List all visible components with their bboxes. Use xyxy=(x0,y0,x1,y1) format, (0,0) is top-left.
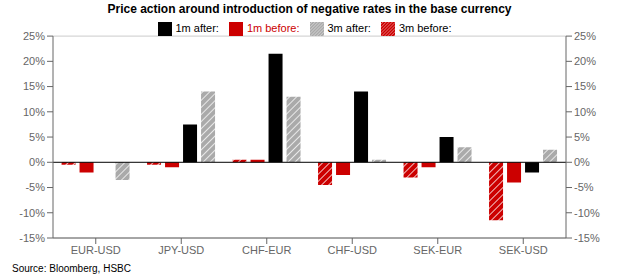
svg-text:15%: 15% xyxy=(574,80,596,92)
html-text:1m after:: 1m after: xyxy=(175,22,219,34)
svg-text:SEK-EUR: SEK-EUR xyxy=(413,244,462,256)
html-text:Price action around introducti: Price action around introduction of nega… xyxy=(107,2,512,16)
svg-text:5%: 5% xyxy=(574,131,590,143)
html-text:Source: Bloomberg, HSBC: Source: Bloomberg, HSBC xyxy=(12,263,131,274)
svg-text:10%: 10% xyxy=(574,106,596,118)
svg-text:-5%: -5% xyxy=(574,181,594,193)
svg-text:5%: 5% xyxy=(29,131,45,143)
svg-text:SEK-USD: SEK-USD xyxy=(499,244,548,256)
html-text:1m before:: 1m before: xyxy=(246,22,300,34)
svg-text:CHF-USD: CHF-USD xyxy=(328,244,378,256)
svg-text:15%: 15% xyxy=(23,80,45,92)
svg-text:-15%: -15% xyxy=(574,232,600,244)
svg-text:25%: 25% xyxy=(574,30,596,42)
svg-text:10%: 10% xyxy=(23,106,45,118)
svg-text:-10%: -10% xyxy=(574,207,600,219)
svg-text:CHF-EUR: CHF-EUR xyxy=(242,244,292,256)
html-text:3m after:: 3m after: xyxy=(327,22,371,34)
svg-text:20%: 20% xyxy=(574,55,596,67)
svg-text:EUR-USD: EUR-USD xyxy=(71,244,121,256)
svg-text:25%: 25% xyxy=(23,30,45,42)
svg-text:20%: 20% xyxy=(23,55,45,67)
svg-text:0%: 0% xyxy=(29,156,45,168)
svg-text:-5%: -5% xyxy=(25,181,45,193)
svg-text:0%: 0% xyxy=(574,156,590,168)
svg-text:-10%: -10% xyxy=(19,207,45,219)
html-text:3m before:: 3m before: xyxy=(398,22,452,34)
svg-text:JPY-USD: JPY-USD xyxy=(158,244,204,256)
svg-text:-15%: -15% xyxy=(19,232,45,244)
